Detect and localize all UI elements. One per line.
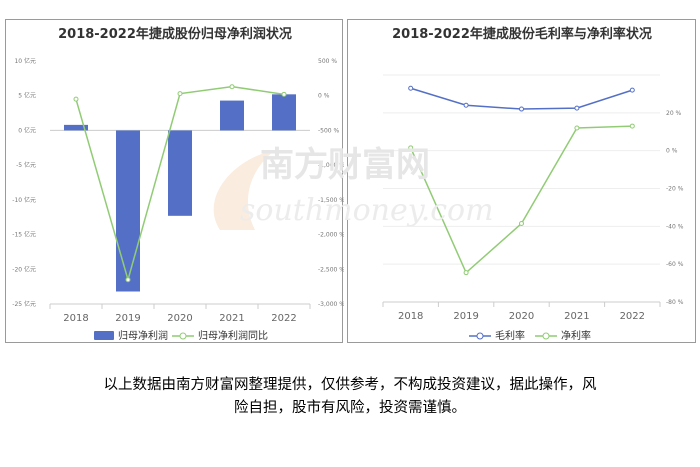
x-tick-label: 2019 — [115, 313, 140, 324]
y-right-tick-label: -80 % — [666, 299, 684, 306]
net-margin-point — [408, 145, 414, 151]
net-profit-bar — [116, 130, 140, 292]
y-right-tick-label: -3,000 % — [318, 301, 344, 308]
y-right-tick-label: 20 % — [666, 110, 682, 117]
y-right-tick-label: -20 % — [666, 186, 684, 193]
legend-line-marker — [542, 332, 550, 340]
y-left-tick-label: -15 亿元 — [12, 231, 36, 239]
x-tick-label: 2018 — [398, 311, 423, 322]
gross-margin-point — [519, 106, 524, 112]
margin-chart: 2018-2022年捷成股份毛利率与净利率状况 20 % 0 % -20 % -40 %… — [382, 26, 684, 342]
net-margin-point — [519, 220, 524, 226]
x-tick-label: 2018 — [63, 313, 88, 324]
disclaimer-caption: 以上数据由南方财富网整理提供，仅供参考，不构成投资建议，据此操作，风 险自担，股… — [0, 374, 700, 420]
y-right-tick-label: -60 % — [666, 261, 684, 268]
yoy-growth-point — [73, 96, 79, 102]
gross-margin-point — [408, 85, 414, 91]
net-profit-chart-panel: 2018-2022年捷成股份归母净利润状况 10 亿元 5 亿元 0 亿元 -5 亿元 -… — [5, 19, 344, 343]
x-tick-label: 2021 — [219, 313, 244, 324]
net-profit-bar — [64, 124, 88, 131]
gross-margin-point — [574, 105, 580, 111]
chart-title: 2018-2022年捷成股份毛利率与净利率状况 — [392, 26, 652, 42]
net-margin-line — [410, 125, 633, 274]
y-right-tick-label: -1,500 % — [318, 197, 344, 204]
y-left-tick-label: -10 亿元 — [12, 196, 36, 204]
legend-label: 毛利率 — [495, 329, 525, 342]
net-margin-point — [629, 123, 635, 129]
y-left-tick-label: -20 亿元 — [12, 265, 36, 273]
caption-line-1: 以上数据由南方财富网整理提供，仅供参考，不构成投资建议，据此操作，风 — [103, 377, 597, 393]
x-tick-label: 2020 — [167, 313, 192, 324]
legend-label: 归母净利润同比 — [198, 329, 268, 342]
legend-label: 归母净利润 — [118, 329, 168, 342]
yoy-growth-point — [229, 84, 235, 90]
yoy-growth-point — [177, 91, 183, 97]
gross-margin-point — [629, 87, 635, 93]
net-profit-bar — [220, 100, 244, 131]
y-left-tick-label: 5 亿元 — [18, 92, 36, 100]
chart-title: 2018-2022年捷成股份归母净利润状况 — [58, 26, 292, 42]
y-left-tick-label: -25 亿元 — [12, 300, 36, 308]
y-right-tick-label: -2,500 % — [318, 266, 344, 273]
y-right-tick-label: -1,000 % — [318, 162, 344, 169]
y-right-tick-label: -2,000 % — [318, 232, 344, 239]
y-right-tick-label: -500 % — [318, 127, 340, 134]
y-left-tick-label: 10 亿元 — [14, 57, 36, 65]
legend-bar-swatch — [94, 331, 114, 340]
y-right-tick-label: -40 % — [666, 223, 684, 230]
y-right-tick-label: 0 % — [318, 93, 330, 100]
y-left-tick-label: -5 亿元 — [16, 161, 36, 169]
net-profit-bar — [272, 94, 296, 131]
y-right-tick-label: 500 % — [318, 58, 337, 65]
legend-line-marker — [476, 332, 484, 340]
caption-line-2: 险自担，股市有风险，投资需谨慎。 — [234, 400, 466, 416]
y-right-tick-label: 0 % — [666, 148, 678, 155]
gross-margin-line — [410, 87, 633, 110]
margin-chart-panel: 2018-2022年捷成股份毛利率与净利率状况 20 % 0 % -20 % -40 %… — [347, 19, 696, 343]
x-tick-label: 2021 — [564, 311, 589, 322]
net-margin-point — [574, 125, 580, 131]
x-tick-label: 2019 — [453, 311, 478, 322]
x-tick-label: 2020 — [509, 311, 534, 322]
yoy-growth-point — [125, 277, 131, 283]
yoy-growth-point — [281, 91, 287, 97]
net-profit-bar — [168, 130, 192, 216]
legend-line-marker — [179, 332, 187, 340]
x-tick-label: 2022 — [271, 313, 296, 324]
y-left-tick-label: 0 亿元 — [18, 126, 36, 134]
gross-margin-point — [463, 102, 469, 108]
net-profit-chart: 2018-2022年捷成股份归母净利润状况 10 亿元 5 亿元 0 亿元 -5 亿元 -… — [12, 26, 344, 342]
net-margin-point — [463, 270, 469, 276]
x-tick-label: 2022 — [620, 311, 645, 322]
legend-label: 净利率 — [561, 329, 591, 342]
